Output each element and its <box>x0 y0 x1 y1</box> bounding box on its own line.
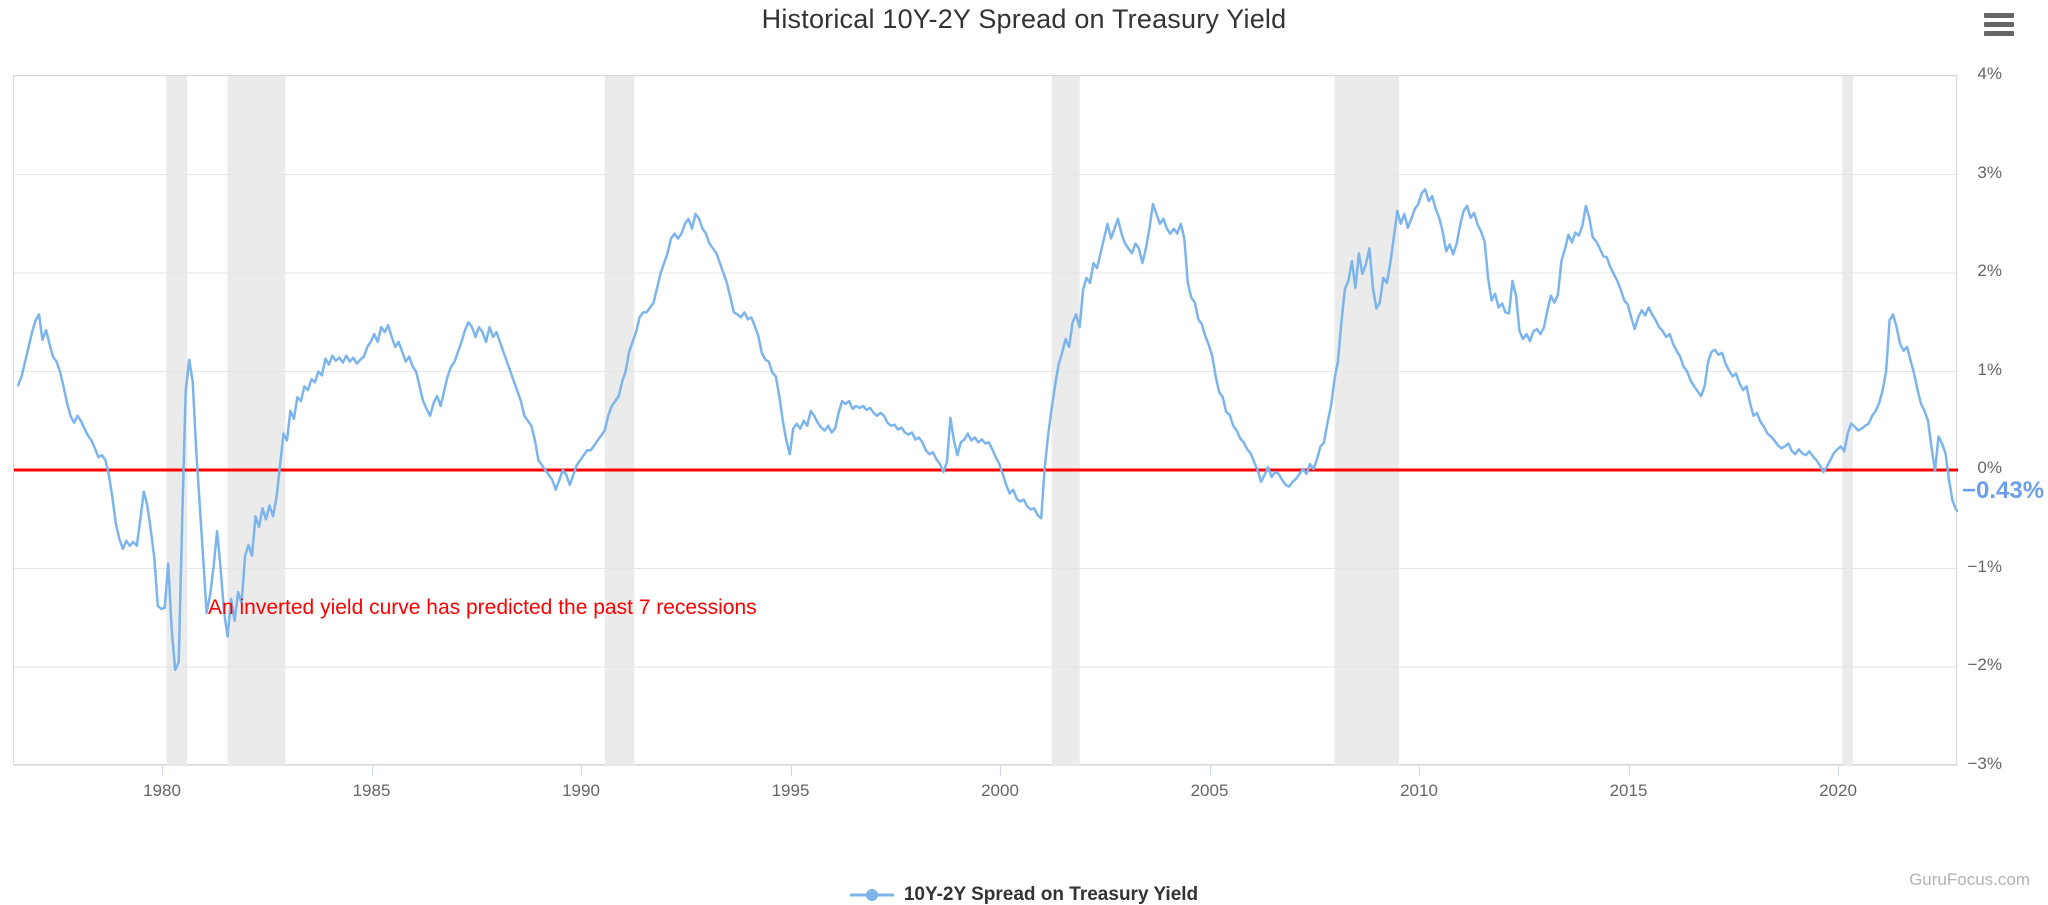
x-axis-label: 1995 <box>771 781 810 800</box>
x-axis-tick <box>1000 766 1001 776</box>
x-axis-label: 1980 <box>143 781 181 800</box>
y-axis-label: −1% <box>1967 556 2003 576</box>
x-axis-label: 1985 <box>352 781 391 800</box>
x-axis-tick <box>581 766 582 776</box>
recession-band <box>166 76 188 766</box>
plot-area <box>13 75 1958 766</box>
x-axis-tick <box>162 766 163 776</box>
x-axis-tick <box>1209 766 1211 776</box>
recession-band <box>604 76 635 766</box>
last-value-label: −0.43% <box>1962 477 2045 504</box>
x-axis-label: 2005 <box>1190 781 1229 800</box>
hamburger-menu-icon[interactable] <box>1984 13 2014 40</box>
recession-band <box>1334 76 1400 766</box>
legend-label: 10Y-2Y Spread on Treasury Yield <box>903 884 1199 905</box>
chart-title: Historical 10Y-2Y Spread on Treasury Yie… <box>761 4 1287 34</box>
y-axis-label: 0% <box>1977 458 2002 477</box>
x-axis-tick <box>790 766 792 776</box>
legend[interactable]: 10Y-2Y Spread on Treasury Yield <box>0 884 2048 905</box>
y-axis-label: −3% <box>1967 753 2003 773</box>
inverted-yield-annotation: An inverted yield curve has predicted th… <box>208 596 757 619</box>
hamburger-bar <box>1984 22 2014 27</box>
x-axis-label: 2015 <box>1609 781 1648 800</box>
x-axis-label: 2010 <box>1400 781 1438 800</box>
x-axis-label: 2020 <box>1819 781 1857 800</box>
y-axis-label: 2% <box>1977 261 2002 280</box>
y-axis-label: 4% <box>1977 64 2002 83</box>
x-axis-tick <box>1419 766 1420 776</box>
x-axis-label: 2000 <box>981 781 1019 800</box>
legend-marker-icon <box>849 889 894 901</box>
hamburger-bar <box>1984 13 2014 18</box>
y-axis-label: 1% <box>1977 359 2002 379</box>
gurufocus-watermark: GuruFocus.com <box>1909 870 2030 889</box>
y-axis-label: 3% <box>1977 162 2002 182</box>
chart-canvas <box>14 76 1958 766</box>
recession-band <box>1842 76 1853 766</box>
hamburger-bar <box>1984 31 2014 36</box>
x-axis-label: 1990 <box>562 781 600 800</box>
x-axis-tick <box>371 766 373 776</box>
x-axis-tick <box>1628 766 1630 776</box>
recession-band <box>227 76 286 766</box>
y-axis-label: −2% <box>1967 655 2003 674</box>
x-axis-tick <box>1838 766 1839 776</box>
recession-band <box>1051 76 1080 766</box>
spread-series-line <box>16 188 1958 672</box>
